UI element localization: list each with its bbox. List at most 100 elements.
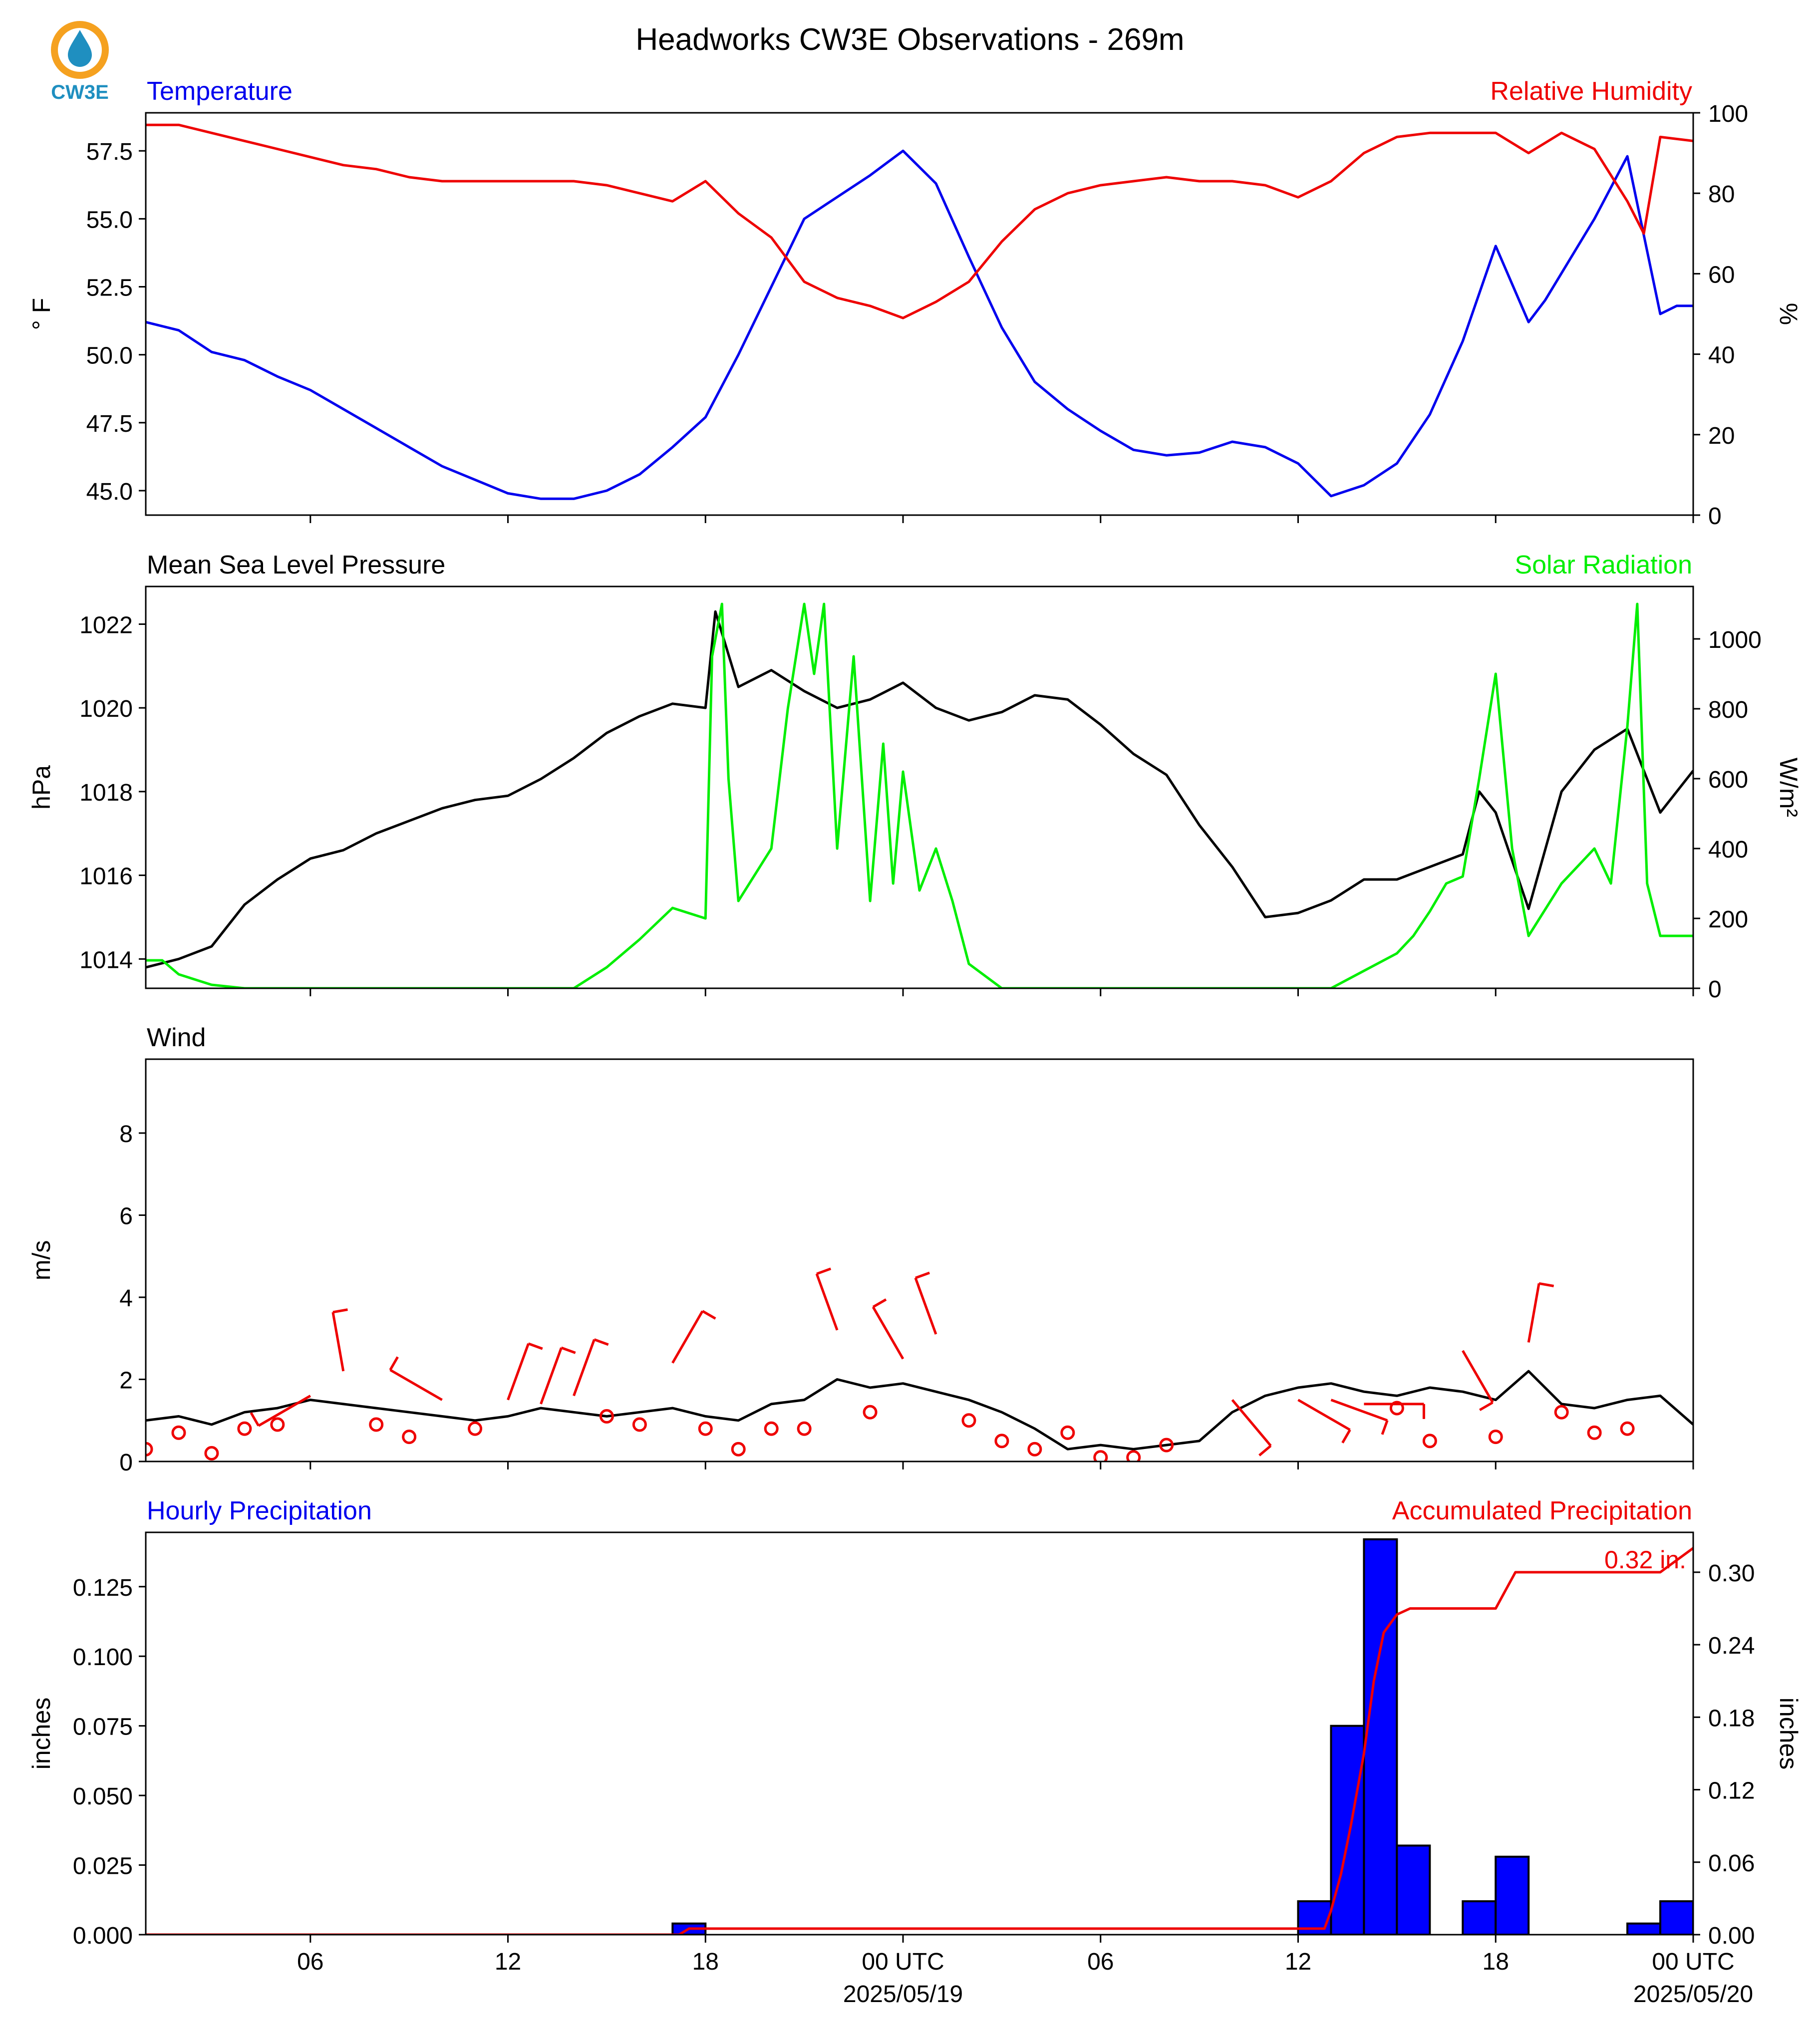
panel-3: Wind 0 2 4 6 8 m/s bbox=[27, 1023, 1694, 1476]
wind-barb-staff bbox=[1231, 1399, 1272, 1447]
panel-right-title: Accumulated Precipitation bbox=[1392, 1496, 1692, 1525]
wind-calm-marker bbox=[797, 1421, 812, 1436]
y-tick-label: 0.125 bbox=[73, 1575, 133, 1601]
precip-bar bbox=[1396, 1844, 1431, 1935]
wind-calm-marker bbox=[468, 1421, 483, 1436]
wind-barb-staff bbox=[914, 1277, 937, 1335]
plot-area bbox=[146, 123, 1693, 500]
wind-calm-marker bbox=[698, 1421, 713, 1436]
chart-panels: Temperature Relative Humidity 45.0 47.5 50.0… bbox=[27, 77, 1803, 2008]
x-tick-label: 06 bbox=[297, 1949, 323, 1975]
y2-tick-label: 1000 bbox=[1708, 627, 1762, 653]
series-wind bbox=[146, 1370, 1693, 1450]
y-tick-label: 0.050 bbox=[73, 1783, 133, 1810]
y2-axis-label: inches bbox=[1775, 1698, 1803, 1770]
logo-drop-shape bbox=[68, 30, 92, 67]
precip-bar bbox=[1659, 1900, 1693, 1935]
y-tick-label: 8 bbox=[119, 1121, 133, 1148]
x-tick-label: 06 bbox=[1087, 1949, 1114, 1975]
y-tick-label: 4 bbox=[119, 1285, 133, 1312]
panel-left-title: Mean Sea Level Pressure bbox=[147, 551, 445, 579]
precip-bar bbox=[1462, 1900, 1497, 1935]
wind-barb-flag bbox=[561, 1346, 576, 1354]
wind-barb-staff bbox=[872, 1306, 905, 1360]
y-axis-label: hPa bbox=[27, 765, 55, 810]
y2-tick-label: 0.24 bbox=[1708, 1633, 1755, 1659]
y-axis-label: inches bbox=[27, 1698, 55, 1770]
panel-frame bbox=[145, 1531, 1694, 1936]
y-tick-label: 1016 bbox=[79, 864, 133, 890]
wind-barb-staff bbox=[671, 1310, 704, 1364]
y2-tick-label: 0 bbox=[1708, 503, 1722, 530]
wind-barb-flag bbox=[1258, 1445, 1272, 1456]
cw3e-logo-mark: CW3E bbox=[51, 21, 109, 103]
precip-bar bbox=[1363, 1538, 1398, 1935]
plot-area bbox=[146, 602, 1693, 988]
wind-calm-marker bbox=[731, 1442, 746, 1456]
y-tick-label: 45.0 bbox=[86, 479, 133, 505]
y2-tick-label: 0.18 bbox=[1708, 1705, 1755, 1732]
panel-right-title: Relative Humidity bbox=[1490, 77, 1692, 106]
x-tick-label: 18 bbox=[1483, 1949, 1509, 1975]
wind-calm-marker bbox=[146, 1442, 153, 1456]
cw3e-logo: CW3E bbox=[30, 15, 130, 105]
wind-calm-marker bbox=[270, 1417, 285, 1432]
panel-frame bbox=[145, 1058, 1694, 1462]
wind-calm-marker bbox=[1587, 1425, 1602, 1440]
series-temperature bbox=[146, 149, 1693, 500]
wind-barb-flag bbox=[872, 1298, 887, 1308]
y-axis-label: m/s bbox=[27, 1240, 55, 1281]
wind-calm-marker bbox=[1159, 1438, 1174, 1452]
wind-calm-marker bbox=[1093, 1450, 1108, 1461]
panel-left-title: Temperature bbox=[147, 77, 293, 106]
y-tick-label: 1018 bbox=[79, 780, 133, 806]
wind-barb-flag bbox=[816, 1267, 832, 1275]
y-tick-label: 0.075 bbox=[73, 1714, 133, 1740]
wind-calm-marker bbox=[764, 1421, 779, 1436]
y-tick-label: 1022 bbox=[79, 612, 133, 638]
y2-tick-label: 100 bbox=[1708, 101, 1748, 127]
wind-barb-flag bbox=[1341, 1429, 1351, 1444]
wind-calm-marker bbox=[1027, 1442, 1042, 1456]
plot-area bbox=[146, 1267, 1693, 1461]
panel-1: Temperature Relative Humidity 45.0 47.5 50.0… bbox=[27, 77, 1803, 530]
y2-tick-label: 20 bbox=[1708, 423, 1735, 449]
wind-calm-marker bbox=[1126, 1450, 1141, 1461]
wind-barb-flag bbox=[250, 1412, 260, 1427]
wind-barb-staff bbox=[573, 1339, 596, 1397]
wind-barb-flag bbox=[528, 1342, 543, 1350]
x-tick-label: 12 bbox=[495, 1949, 521, 1975]
y2-tick-label: 0.06 bbox=[1708, 1850, 1755, 1877]
y2-tick-label: 60 bbox=[1708, 262, 1735, 288]
y2-tick-label: 400 bbox=[1708, 837, 1748, 863]
wind-barb-flag bbox=[1538, 1282, 1554, 1287]
panel-frame bbox=[145, 112, 1694, 516]
figure-title: Headworks CW3E Observations - 269m bbox=[635, 22, 1184, 57]
wind-calm-marker bbox=[863, 1405, 878, 1420]
wind-barb-staff bbox=[1527, 1283, 1540, 1343]
wind-barb-flag bbox=[915, 1271, 930, 1279]
wind-barb-staff bbox=[258, 1395, 311, 1427]
wind-calm-marker bbox=[1554, 1405, 1569, 1420]
panel-2: Mean Sea Level Pressure Solar Radiation 10… bbox=[27, 551, 1803, 1003]
y2-tick-label: 0.12 bbox=[1708, 1778, 1755, 1804]
series-solar-radiation bbox=[146, 602, 1693, 988]
wind-calm-marker bbox=[1060, 1425, 1075, 1440]
x-tick-label: 00 UTC bbox=[862, 1949, 944, 1975]
x-tick-label: 18 bbox=[692, 1949, 719, 1975]
wind-barb-flag bbox=[389, 1356, 399, 1371]
y-tick-label: 52.5 bbox=[86, 275, 133, 301]
wind-calm-marker bbox=[994, 1434, 1009, 1449]
y-tick-label: 6 bbox=[119, 1203, 133, 1230]
y2-axis-label: W/m² bbox=[1775, 758, 1803, 817]
x-tick-label: 00 UTC bbox=[1652, 1949, 1734, 1975]
wind-calm-marker bbox=[171, 1425, 186, 1440]
wind-barb-staff bbox=[507, 1343, 530, 1401]
y2-tick-label: 0.30 bbox=[1708, 1560, 1755, 1587]
panel-frame bbox=[145, 585, 1694, 989]
precip-bar bbox=[1626, 1922, 1662, 1935]
y2-tick-label: 0.00 bbox=[1708, 1923, 1755, 1949]
panel-left-title: Wind bbox=[147, 1023, 206, 1052]
wind-calm-marker bbox=[204, 1446, 219, 1461]
